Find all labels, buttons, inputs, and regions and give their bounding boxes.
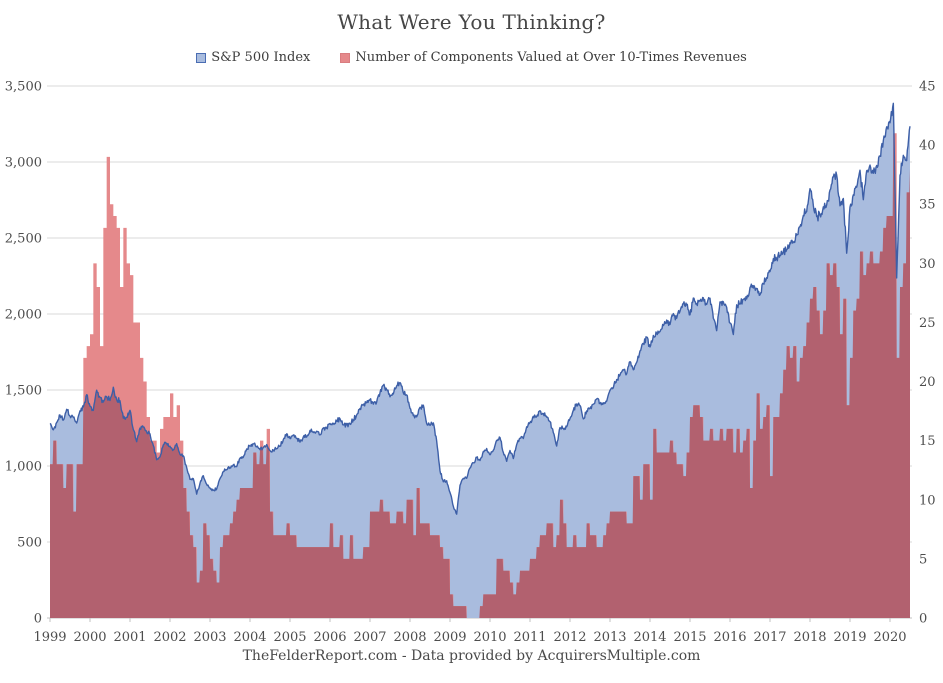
x-axis-tick-label: 2017 — [753, 630, 786, 645]
x-axis-tick-label: 2014 — [633, 630, 666, 645]
left-axis-labels: 0 500 1,000 1,500 2,000 2,500 3,000 3,500 — [5, 80, 42, 627]
sp500-legend-swatch-icon — [196, 52, 207, 63]
x-axis-tick-label: 2013 — [593, 630, 626, 645]
right-axis-tick-label: 5 — [919, 552, 927, 567]
legend-label-sp500: S&P 500 Index — [211, 50, 311, 65]
x-axis-tick-label: 2018 — [793, 630, 826, 645]
x-axis-labels: 1999 2000 2001 2002 2003 2004 2005 2006 2007 2008… — [33, 630, 906, 645]
x-axis-tick-label: 2004 — [233, 630, 266, 645]
legend-item-components: Number of Components Valued at Over 10-T… — [340, 50, 747, 65]
left-axis-tick-label: 3,500 — [5, 80, 42, 95]
right-axis-tick-label: 30 — [919, 257, 936, 272]
x-axis-tick-label: 2006 — [313, 630, 346, 645]
left-axis-tick-label: 0 — [34, 612, 42, 627]
right-axis-tick-label: 20 — [919, 375, 936, 390]
right-axis-tick-label: 35 — [919, 198, 936, 213]
sp500-line — [49, 102, 911, 515]
x-axis-tick-label: 2008 — [393, 630, 426, 645]
right-axis-tick-label: 10 — [919, 493, 936, 508]
right-axis-labels: 0 5 10 15 20 25 30 35 40 45 — [919, 80, 936, 627]
x-axis-tick-label: 2003 — [193, 630, 226, 645]
legend: S&P 500 Index Number of Components Value… — [0, 50, 943, 65]
components-legend-swatch-icon — [340, 52, 351, 63]
left-axis-tick-label: 1,000 — [5, 460, 42, 475]
x-axis-tick-label: 2019 — [833, 630, 866, 645]
x-axis-ticks — [49, 618, 891, 622]
x-axis-tick-label: 2001 — [113, 630, 146, 645]
chart-title: What Were You Thinking? — [337, 10, 606, 34]
overlap-area — [50, 133, 910, 619]
left-axis-tick-label: 3,000 — [5, 156, 42, 171]
x-axis-tick-label: 2012 — [553, 630, 586, 645]
x-axis-tick-label: 2020 — [873, 630, 906, 645]
right-axis-tick-label: 45 — [919, 80, 936, 95]
left-axis-tick-label: 2,000 — [5, 308, 42, 323]
source-attribution: TheFelderReport.com - Data provided by A… — [242, 648, 701, 664]
left-axis-tick-label: 500 — [17, 536, 42, 551]
x-axis-tick-label: 2016 — [713, 630, 746, 645]
legend-item-sp500: S&P 500 Index — [196, 50, 310, 65]
legend-label-components: Number of Components Valued at Over 10-T… — [355, 50, 747, 65]
x-axis-tick-label: 2015 — [673, 630, 706, 645]
x-axis-tick-label: 2002 — [153, 630, 186, 645]
right-axis-tick-label: 15 — [919, 434, 936, 449]
x-axis-tick-label: 2005 — [273, 630, 306, 645]
x-axis-tick-label: 2009 — [433, 630, 466, 645]
left-axis-tick-label: 2,500 — [5, 232, 42, 247]
x-axis-tick-label: 2011 — [513, 630, 546, 645]
left-axis-tick-label: 1,500 — [5, 384, 42, 399]
right-axis-tick-label: 0 — [919, 612, 927, 627]
x-axis-tick-label: 2007 — [353, 630, 386, 645]
x-axis-tick-label: 1999 — [33, 630, 66, 645]
x-axis-tick-label: 2010 — [473, 630, 506, 645]
right-axis-tick-label: 25 — [919, 316, 936, 331]
x-axis-tick-label: 2000 — [73, 630, 106, 645]
right-axis-tick-label: 40 — [919, 139, 936, 154]
